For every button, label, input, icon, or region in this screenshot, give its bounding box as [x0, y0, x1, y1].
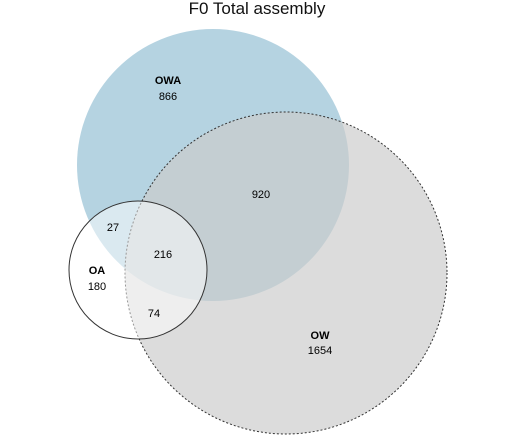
ow-circle — [125, 112, 447, 434]
oa-count: 180 — [88, 281, 106, 293]
ow-label: OW — [311, 330, 331, 342]
owa-count: 866 — [159, 91, 177, 103]
oa-circle — [69, 201, 207, 339]
ow-oa-count: 74 — [148, 308, 160, 320]
diagram-title: F0 Total assembly — [189, 0, 326, 18]
owa-oa-count: 27 — [107, 222, 119, 234]
ow-count: 1654 — [308, 345, 332, 357]
owa-label: OWA — [155, 75, 181, 87]
oa-circle-border — [68, 200, 208, 340]
owa-ow-count: 920 — [252, 189, 270, 201]
owa-ow-oa-count: 216 — [154, 249, 172, 261]
oa-label: OA — [89, 265, 106, 277]
